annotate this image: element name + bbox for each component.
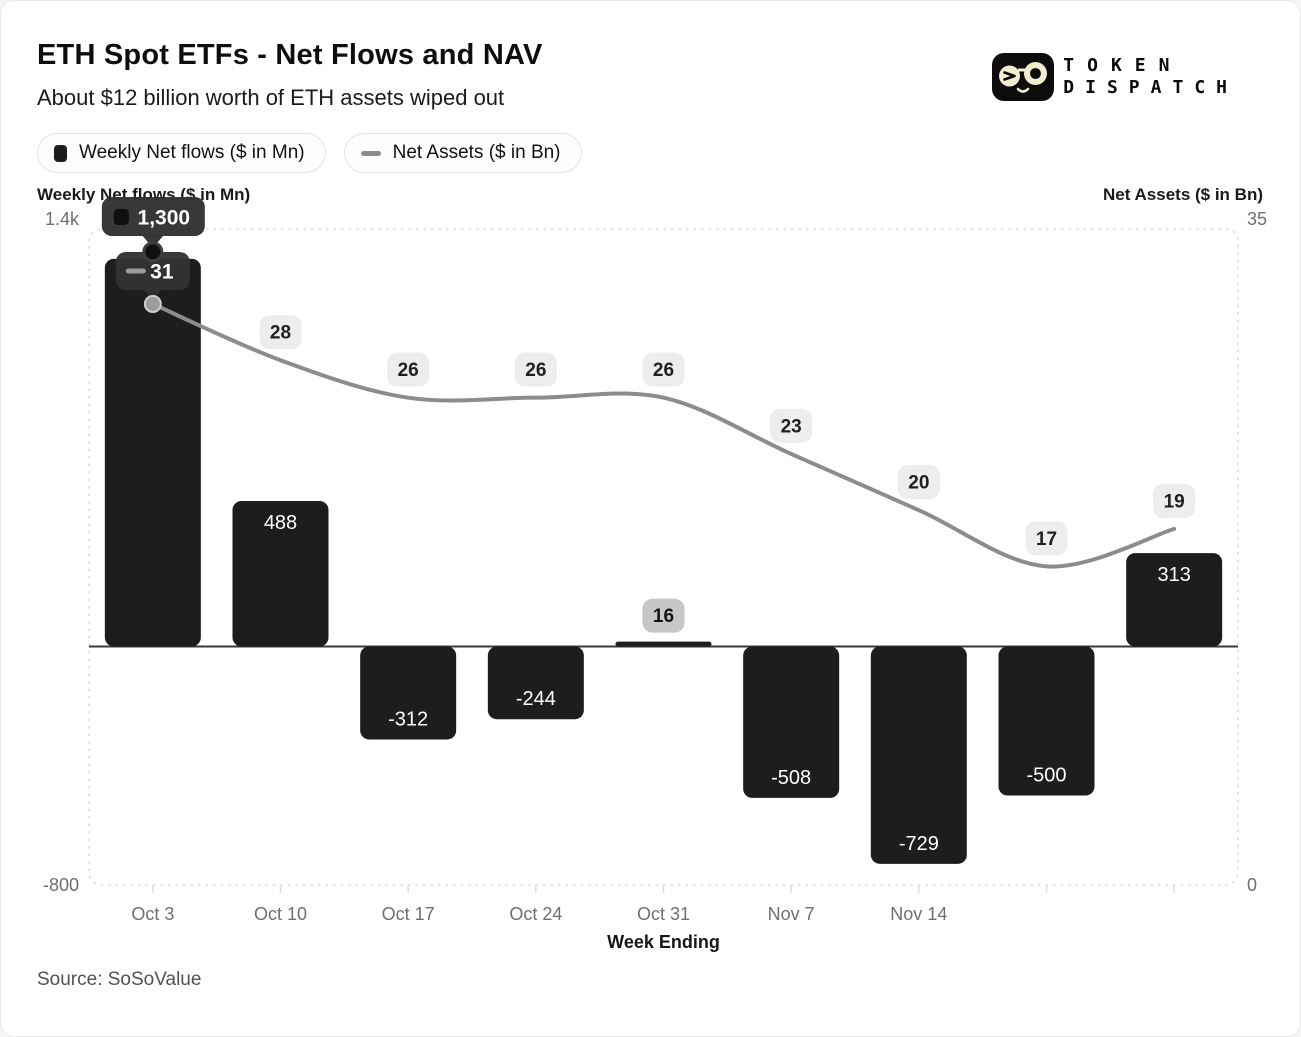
line-dash-icon [360, 150, 381, 156]
token-dispatch-logo: TOKEN DISPATCH [992, 53, 1238, 101]
bar-Oct 24[interactable] [487, 646, 584, 720]
line-value-badge [1025, 521, 1068, 556]
chart-legend: Weekly Net flows ($ in Mn) Net Assets ($… [37, 133, 582, 173]
bar-Nov 7[interactable] [743, 646, 840, 798]
chart-text: Oct 17 [382, 904, 435, 924]
chart-text: -508 [771, 767, 811, 789]
page-subtitle: About $12 billion worth of ETH assets wi… [37, 85, 505, 110]
chart-text: 20 [908, 473, 929, 494]
chart-text: Oct 24 [509, 904, 562, 924]
legend-label: Net Assets ($ in Bn) [392, 142, 561, 163]
chart-text: 23 [781, 416, 802, 437]
legend-label: Weekly Net flows ($ in Mn) [79, 142, 305, 163]
x-axis-title: Week Ending [607, 932, 720, 952]
chart-text: 26 [653, 360, 674, 381]
chart-text: 17 [1036, 529, 1057, 550]
line-value-badge [387, 352, 430, 387]
tooltip-bar [101, 197, 205, 236]
chart-text: 26 [525, 360, 546, 381]
chart-text: 31 [150, 261, 174, 284]
tooltip-line [115, 252, 190, 290]
tooltip-line-dash-icon [125, 268, 146, 274]
legend-item-net-flows[interactable]: Weekly Net flows ($ in Mn) [37, 133, 326, 173]
tooltip-bar-swatch-icon [113, 209, 129, 225]
bar-col-8[interactable] [998, 646, 1095, 796]
chart-text: Oct 3 [131, 904, 174, 924]
logo-word-token: TOKEN [1063, 55, 1183, 76]
line-value-badge [642, 352, 685, 387]
chart-text: -729 [899, 833, 939, 855]
token-dispatch-logo-icon [992, 53, 1055, 101]
line-value-badge [1153, 483, 1196, 518]
chart-text: Nov 7 [768, 904, 815, 924]
chart-text: Oct 10 [254, 904, 307, 924]
line-data-point-dot[interactable] [143, 294, 162, 313]
chart-text: Nov 14 [890, 904, 947, 924]
token-dispatch-wordmark: TOKEN DISPATCH [1063, 55, 1238, 99]
bar-col-9[interactable] [1126, 553, 1223, 647]
net-assets-line[interactable] [150, 301, 1177, 569]
chart-text: 28 [270, 323, 291, 344]
chart-text: -500 [1026, 765, 1066, 787]
bar-Oct 31[interactable] [615, 641, 712, 647]
hover-tooltips: 1,300 31 [101, 197, 205, 300]
bar-Nov 14[interactable] [870, 646, 967, 864]
chart-text: 1,300 [138, 207, 191, 230]
chart-text: 488 [264, 512, 297, 534]
right-axis-min-tick: 0 [1247, 875, 1258, 895]
line-value-badge [897, 465, 940, 500]
chart-text: 19 [1164, 491, 1185, 512]
tooltip-line-pointer [142, 289, 163, 300]
chart-text: 16 [653, 606, 674, 627]
chart-text: 313 [1157, 564, 1190, 586]
page-title: ETH Spot ETFs - Net Flows and NAV [37, 39, 543, 71]
chart-text: -244 [516, 688, 556, 710]
legend-item-net-assets[interactable]: Net Assets ($ in Bn) [343, 133, 582, 173]
bar-Oct 17[interactable] [360, 646, 457, 740]
line-value-badge [770, 408, 813, 443]
bar-Oct 3[interactable] [104, 258, 201, 647]
source-note: Source: SoSoValue [37, 969, 202, 990]
logo-word-dispatch: DISPATCH [1063, 77, 1238, 98]
left-axis-min-tick: -800 [42, 875, 79, 895]
bar-value-badge [642, 598, 685, 633]
bar-Oct 10[interactable] [232, 500, 329, 647]
right-axis-max-tick: 35 [1247, 209, 1268, 229]
left-axis-max-tick: 1.4k [44, 209, 79, 229]
line-value-badge [259, 315, 302, 350]
right-axis-title: Net Assets ($ in Bn) [1103, 185, 1263, 204]
chart-text: -312 [388, 708, 428, 730]
chart-text: 26 [398, 360, 419, 381]
line-value-badge [514, 352, 557, 387]
bar-swatch-icon [54, 144, 67, 162]
bar-data-point-dot[interactable] [142, 241, 164, 263]
chart-text: Oct 31 [637, 904, 690, 924]
